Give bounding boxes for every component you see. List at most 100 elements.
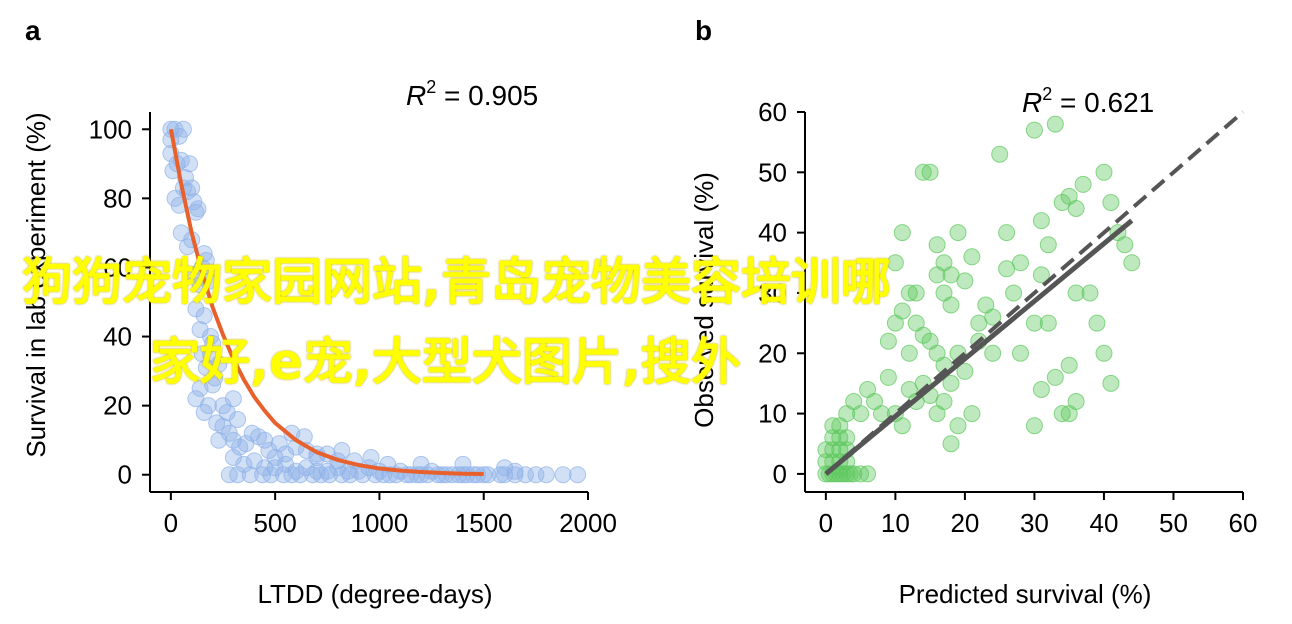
panel-b-y-tick-label: 20 (758, 338, 787, 368)
panel-b-data-point (893, 224, 911, 242)
panel-b-data-point (1032, 381, 1050, 398)
panel-a-data-point (210, 355, 228, 373)
panel-b-data-point (852, 465, 870, 483)
panel-b-data-point (879, 332, 897, 350)
panel-b-one-to-one-line (824, 110, 1245, 476)
panel-a-data-point (174, 120, 192, 138)
panel-b-data-point (991, 145, 1009, 163)
panel-b-x-tick-label: 50 (1159, 508, 1188, 538)
panel-b-data-point (1067, 200, 1085, 217)
panel-b-data-point (886, 254, 904, 272)
panel-a-data-point (191, 379, 209, 397)
panel-b-data-point (914, 163, 932, 181)
panel-b-data-point (1025, 417, 1043, 435)
panel-a-data-point (202, 328, 219, 345)
panel-b-data-point (956, 362, 974, 380)
panel-a-x-tick-label: 2000 (559, 508, 617, 538)
panel-a-data-point (266, 449, 284, 466)
panel-b-data-point (1032, 266, 1050, 284)
panel-b-y-tick-label: 30 (758, 278, 787, 308)
panel-b-r2: R2 = 0.621 (1022, 84, 1154, 118)
panel-b-x-tick-label: 0 (819, 508, 833, 538)
panel-b-x-tick-label: 60 (1229, 508, 1258, 538)
panel-b-y-tick-label: 0 (773, 459, 787, 489)
panel-a-data-point (210, 431, 228, 449)
panel-b-data-point (859, 465, 877, 483)
panel-b-data-point (824, 417, 842, 435)
panel-b-data-point (1032, 212, 1050, 230)
panel-a-ylabel: Survival in lab experiment (%) (21, 112, 51, 457)
panel-a-data-point (297, 459, 315, 477)
panel-b-y-tick-label: 50 (758, 157, 787, 187)
panel-b-data-point (907, 284, 925, 302)
panel-b-data-point (1012, 254, 1029, 272)
panel-a-y-tick-label: 80 (103, 183, 132, 213)
panel-a-fit-curve-group (168, 128, 484, 476)
panel-a-data-point (214, 417, 232, 435)
panel-b-data-point (935, 284, 953, 302)
panel-b-data-point (1081, 284, 1099, 302)
panel-b-data-point (1025, 314, 1043, 332)
panel-a-data-point (291, 466, 309, 484)
panel-a-data-point (537, 466, 555, 484)
panel-b-data-point (1067, 284, 1085, 302)
panel-b-r2-value: = 0.621 (1052, 87, 1154, 118)
panel-b-y-tick-label: 10 (758, 399, 787, 429)
panel-b-data-point (1039, 314, 1057, 332)
panel-b-lines (824, 110, 1245, 476)
panel-a-data-point (245, 452, 263, 470)
panel-a-data-point (260, 442, 278, 459)
panel-a-x-tick-label: 500 (253, 508, 296, 538)
panel-a-x-tick-label: 1000 (351, 508, 409, 538)
panel-b-y-tick-label: 40 (758, 218, 787, 248)
panel-a-r2: R2 = 0.905 (406, 77, 538, 111)
panel-a-x-tick-label: 0 (164, 508, 178, 538)
overlay-text-line-1: 狗狗宠物家园网站,青岛宠物美容培训哪 (22, 253, 891, 311)
panel-a-points (162, 120, 587, 484)
panel-a-data-point (454, 455, 472, 473)
panel-b-data-point (879, 368, 897, 386)
panel-b-data-point (942, 266, 960, 284)
panel-b-data-point (914, 326, 932, 344)
panel-b-data-point (1088, 314, 1106, 332)
panel-a-y-tick-label: 100 (89, 114, 132, 144)
panel-b-data-point (1012, 344, 1029, 362)
panel-b-data-point (963, 405, 981, 423)
panel-b-data-point (1046, 368, 1064, 386)
panel-b-data-point (1095, 163, 1113, 181)
overlay-text-line-2: 家好,e宠,大型犬图片,搜外 (150, 333, 741, 391)
panel-a-data-point (262, 466, 280, 484)
panel-b-y-tick-label: 60 (758, 97, 787, 127)
panel-b-data-point (942, 374, 960, 392)
panel-a-data-point (224, 431, 242, 449)
panel-b-data-point (1005, 284, 1023, 302)
panel-a-data-point (569, 466, 587, 484)
panel-a-axes: 0 500 1000 1500 2000 0 20 40 60 80 100 (89, 112, 617, 538)
panel-a-y-tick-label: 60 (103, 252, 132, 282)
panel-a-data-point (341, 466, 359, 484)
panel-b-data-point (852, 405, 870, 423)
panel-a-r2-sup: 2 (426, 77, 436, 97)
panel-b-data-point (963, 248, 981, 266)
panel-a-data-point (224, 449, 242, 466)
panel-a-data-point (333, 442, 351, 459)
panel-b-data-point (1102, 374, 1120, 392)
panel-a-xlabel: LTDD (degree-days) (257, 579, 492, 609)
panel-a-letter: a (25, 15, 41, 46)
panel-b-x-tick-label: 40 (1089, 508, 1118, 538)
panel-b-data-point (1039, 236, 1057, 254)
panel-a: a R2 = 0.905 0 500 1000 1500 2000 0 20 40 60 80 10… (21, 15, 617, 609)
panel-a-data-point (204, 335, 222, 352)
panel-a-data-point (320, 466, 338, 484)
panel-a-data-point (191, 321, 209, 339)
panel-a-data-point (496, 459, 514, 477)
panel-a-data-point (235, 455, 253, 473)
panel-b-data-point (1095, 344, 1113, 362)
panel-b-x-tick-label: 20 (950, 508, 979, 538)
panel-b-data-point (1053, 405, 1071, 423)
panel-b-data-point (1074, 175, 1092, 193)
panel-a-y-tick-label: 40 (103, 322, 132, 352)
panel-a-data-point (362, 449, 380, 466)
panel-a-data-point (256, 431, 274, 449)
